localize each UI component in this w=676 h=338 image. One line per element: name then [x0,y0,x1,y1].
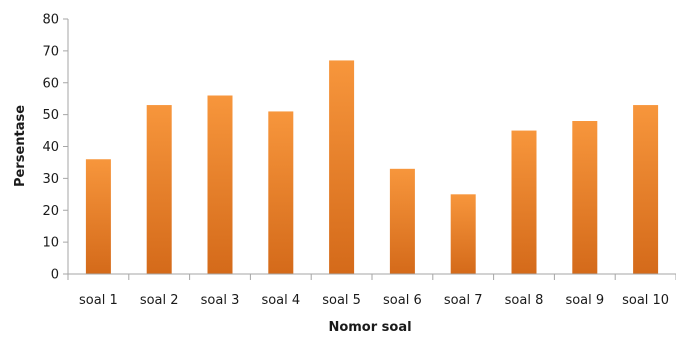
bar [329,60,355,274]
x-tick-label: soal 8 [505,293,544,308]
x-tick-label: soal 7 [444,293,483,308]
bars [85,60,659,274]
x-tick-label: soal 9 [565,293,604,308]
x-tick-label: soal 10 [622,293,669,308]
y-tick-label: 0 [51,268,59,283]
y-axis: 0 10 20 30 40 50 60 70 80 [42,13,69,283]
x-tick-label: soal 5 [322,293,361,308]
x-tick-label: soal 6 [383,293,422,308]
y-axis-title: Persentase [13,105,28,187]
y-tick-label: 80 [42,13,59,28]
bar [572,121,598,274]
bar [633,105,659,274]
x-tick-label: soal 4 [261,293,300,308]
y-tick-label: 40 [42,140,59,155]
x-tick-label: soal 3 [201,293,240,308]
y-tick-label: 10 [42,236,59,251]
bar [268,111,294,274]
bar [146,105,172,274]
x-axis: soal 1 soal 2 soal 3 soal 4 soal 5 soal 6 soal… [67,273,676,308]
y-tick-label: 70 [42,44,59,59]
bar [511,130,537,274]
bar [450,194,476,274]
y-tick-label: 30 [42,172,59,187]
bar [85,159,111,274]
y-tick-label: 20 [42,204,59,219]
x-axis-title: Nomor soal [328,320,411,335]
x-tick-label: soal 1 [79,293,118,308]
y-tick-label: 50 [42,108,59,123]
bar [389,168,415,274]
bar [207,95,233,274]
y-tick-label: 60 [42,76,59,91]
x-tick-label: soal 2 [140,293,179,308]
